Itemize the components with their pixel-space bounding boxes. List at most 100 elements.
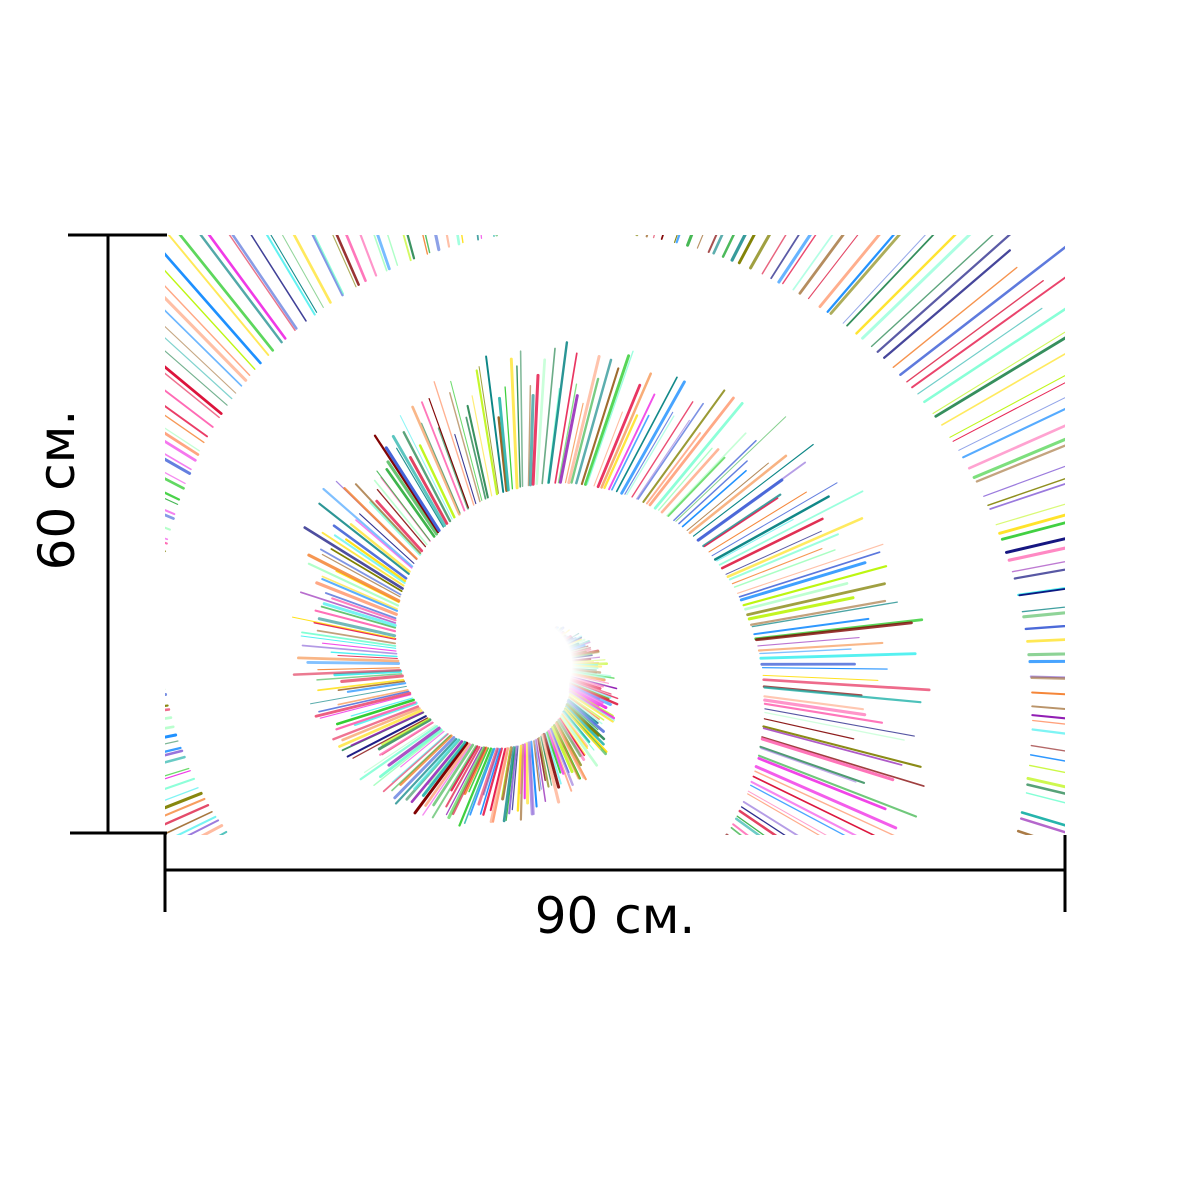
spiral-line: [178, 235, 275, 352]
spiral-line: [165, 325, 237, 394]
spiral-line: [967, 424, 1065, 470]
spiral-line: [752, 775, 876, 835]
spiral-line: [829, 235, 901, 315]
spiral-line: [311, 235, 344, 297]
spiral-line: [175, 815, 217, 835]
spiral-line: [762, 678, 931, 692]
spiral-line: [265, 235, 316, 316]
spiral-line: [1018, 587, 1065, 597]
spiral-line: [846, 235, 935, 327]
spiral-line: [760, 737, 895, 782]
spiral-line: [782, 235, 817, 285]
spiral-line: [826, 235, 895, 313]
spiral-line: [165, 389, 214, 428]
spiral-line: [735, 817, 761, 835]
spiral-line: [165, 453, 192, 471]
spiral-line: [1019, 817, 1065, 834]
spiral-line: [165, 791, 203, 810]
spiral-line: [983, 465, 1065, 497]
spiral-line: [749, 235, 772, 270]
spiral-line: [770, 235, 800, 280]
spiral-line: [958, 397, 1065, 451]
spiral-line: [975, 444, 1065, 483]
spiral-line: [165, 365, 223, 415]
spiral-line: [747, 793, 820, 835]
spiral-line: [798, 235, 845, 295]
spiral-line: [998, 513, 1065, 535]
spiral-line: [345, 235, 367, 283]
spiral-line: [376, 235, 391, 271]
spiral-line: [1005, 537, 1065, 554]
spiral-line: [995, 503, 1065, 526]
spiral-line: [987, 477, 1065, 507]
spiral-line: [952, 382, 1065, 442]
spiral-line: [764, 708, 915, 737]
spiral-line: [934, 336, 1065, 418]
spiral-line: [949, 375, 1065, 438]
spiral-line: [231, 235, 298, 330]
spiral-line: [763, 686, 922, 704]
spiral-line: [842, 235, 926, 324]
spiral-line: [911, 276, 1065, 389]
spiral-line: [165, 405, 208, 438]
spiral-line: [760, 747, 857, 783]
spiral-line: [1020, 811, 1065, 827]
spiral-line: [972, 437, 1065, 479]
spiral-line: [335, 235, 360, 286]
spiral-line: [165, 431, 200, 456]
spiral-line: [747, 790, 827, 835]
spiral-line: [165, 414, 205, 444]
spiral-line: [207, 235, 287, 340]
spiral-line: [870, 235, 994, 348]
spiral-line: [761, 736, 925, 787]
spiral-line: [165, 777, 195, 790]
spiral-line: [165, 337, 233, 400]
spiral-line: [962, 407, 1065, 459]
spiral-line: [165, 350, 228, 406]
spiral-line: [763, 702, 884, 724]
spiral-line: [754, 765, 898, 830]
spiral-line: [883, 249, 1011, 359]
spiral-line: [281, 235, 324, 308]
spiral-line: [855, 235, 957, 335]
spiral-line: [764, 711, 905, 741]
spiral-line: [759, 652, 917, 660]
spiral-line: [989, 482, 1065, 510]
spiral-line: [250, 235, 307, 322]
spiral-line: [359, 235, 378, 277]
spiral-line: [228, 235, 296, 332]
spiral-line: [757, 754, 918, 818]
spiral-line: [165, 372, 220, 419]
spiral-line: [165, 427, 200, 452]
spiral-line: [761, 235, 787, 275]
spiral-line: [373, 235, 388, 272]
spiral-line: [754, 770, 895, 835]
spiral-line: [292, 235, 332, 304]
spiral-line: [740, 806, 786, 835]
spiral-line: [199, 235, 283, 344]
spiral-line: [165, 285, 251, 376]
spiral-line: [899, 245, 1065, 376]
spiral-line: [1007, 546, 1065, 562]
width-label: 90 см.: [534, 887, 696, 945]
spiral-line: [187, 819, 220, 835]
spiral-line: [861, 235, 972, 340]
spiral-line: [757, 757, 887, 811]
spiral-line: [332, 235, 357, 288]
spiral-line: [1030, 676, 1065, 680]
spiral-line: [742, 800, 799, 835]
spiral-line: [165, 269, 256, 370]
spiral-line: [892, 266, 1018, 369]
spiral-line: [923, 307, 1065, 404]
spiral-line: [932, 331, 1065, 415]
spiral-artwork: [165, 235, 1065, 835]
spiral-line: [167, 235, 270, 356]
spiral-line: [736, 815, 765, 835]
spiral-line: [1030, 744, 1065, 752]
spiral-line: [165, 810, 213, 835]
spiral-line: [876, 235, 1012, 353]
spiral-line: [750, 784, 846, 835]
spiral-line: [1021, 606, 1065, 613]
